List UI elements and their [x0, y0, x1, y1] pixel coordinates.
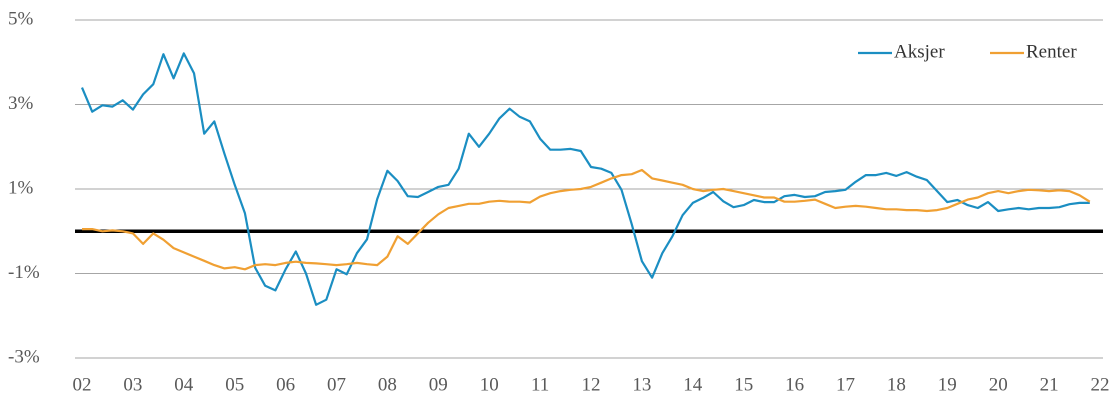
x-tick-label: 10 — [480, 374, 499, 395]
y-tick-label: -3% — [8, 346, 40, 367]
y-tick-label: 3% — [8, 93, 34, 114]
x-tick-label: 15 — [734, 374, 753, 395]
x-tick-label: 13 — [632, 374, 651, 395]
x-tick-label: 06 — [276, 374, 295, 395]
x-tick-label: 16 — [785, 374, 804, 395]
x-tick-label: 11 — [531, 374, 549, 395]
y-tick-label: -1% — [8, 262, 40, 283]
y-tick-label: 5% — [8, 8, 34, 29]
x-tick-label: 07 — [327, 374, 346, 395]
x-tick-label: 03 — [123, 374, 142, 395]
x-tick-label: 20 — [989, 374, 1008, 395]
x-tick-label: 17 — [836, 374, 855, 395]
x-tick-label: 12 — [582, 374, 601, 395]
x-tick-label: 09 — [429, 374, 448, 395]
legend-label: Aksjer — [894, 41, 945, 62]
x-tick-label: 05 — [225, 374, 244, 395]
legend-label: Renter — [1026, 41, 1077, 62]
line-series — [80, 52, 1090, 306]
x-tick-label: 02 — [73, 374, 92, 395]
x-tick-label: 21 — [1040, 374, 1059, 395]
x-tick-label: 04 — [174, 374, 194, 395]
line-series — [82, 168, 1091, 271]
x-tick-label: 19 — [938, 374, 957, 395]
x-tick-label: 08 — [378, 374, 397, 395]
x-tick-label: 18 — [887, 374, 906, 395]
y-tick-label: 1% — [8, 177, 34, 198]
x-tick-label: 22 — [1091, 374, 1110, 395]
x-tick-label: 14 — [683, 374, 703, 395]
